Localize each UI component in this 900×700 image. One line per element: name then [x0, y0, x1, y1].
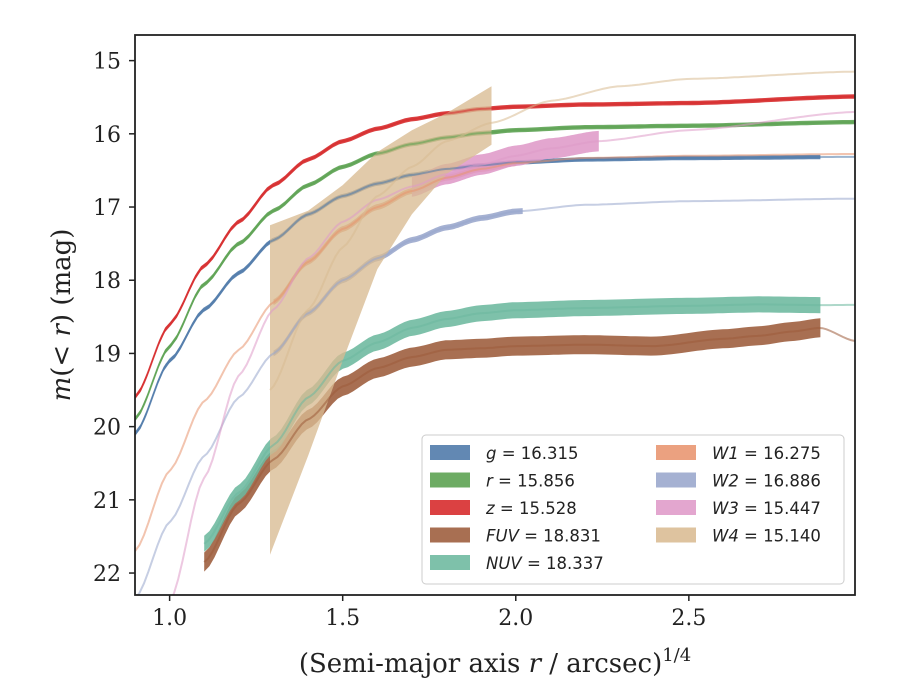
legend-swatch: [656, 500, 696, 515]
legend-label: NUV = 18.337: [486, 554, 604, 573]
x-tick-label: 2.5: [671, 606, 706, 631]
legend-item-W4: W4 = 15.140: [656, 527, 821, 546]
profile-band-NUV: [204, 296, 821, 552]
y-tick-label: 19: [93, 342, 121, 367]
legend-swatch: [656, 527, 696, 543]
legend-swatch: [430, 555, 470, 570]
profile-band-W4: [270, 86, 492, 555]
profile-line-W1: [135, 153, 855, 552]
y-tick-label: 15: [93, 50, 121, 75]
legend-item-W3: W3 = 15.447: [656, 499, 821, 518]
legend-swatch: [430, 527, 470, 543]
legend-item-W1: W1 = 16.275: [656, 444, 821, 463]
legend-item-FUV: FUV = 18.831: [430, 527, 601, 546]
profile-line-NUV: [203, 303, 855, 545]
legend-label: W1 = 16.275: [712, 444, 821, 463]
y-axis-ticks: 15 16 17 18 19 20 21 22: [93, 50, 135, 587]
profile-line-FUV: [203, 326, 855, 563]
y-tick-label: 18: [93, 269, 121, 294]
profile-band-FUV: [204, 318, 821, 572]
legend-box: [421, 434, 845, 585]
legend-item-z: z = 15.528: [430, 499, 577, 518]
legend-item-NUV: NUV = 18.337: [430, 554, 604, 573]
plot-frame: [134, 34, 856, 596]
legend-item-W2: W2 = 16.886: [656, 472, 821, 491]
y-tick-label: 16: [93, 123, 121, 148]
legend-label: z = 15.528: [485, 499, 577, 518]
legend-swatch: [656, 445, 696, 460]
y-axis-title: m(< r) (mag): [47, 229, 77, 402]
profile-line-W2: [136, 197, 855, 595]
x-axis-ticks: 1.0 1.5 2.0 2.5: [152, 595, 706, 631]
legend-label: FUV = 18.831: [486, 527, 601, 546]
legend-label: W3 = 15.447: [712, 499, 821, 518]
legend-swatch: [656, 472, 696, 488]
y-tick-label: 20: [93, 416, 121, 441]
y-tick-label: 17: [93, 196, 121, 221]
profile-line-r: [135, 121, 855, 420]
legend-swatch: [430, 445, 470, 460]
legend-label: W4 = 15.140: [712, 527, 821, 546]
series-lines: [135, 70, 855, 595]
profile-line-z: [135, 95, 855, 399]
legend-item-r: r = 15.856: [430, 472, 575, 491]
x-tick-label: 1.5: [325, 606, 360, 631]
y-tick-label: 21: [93, 489, 121, 514]
legend-label: r = 15.856: [486, 472, 575, 491]
profile-line-W4: [269, 70, 855, 391]
legend: g = 16.315 r = 15.856 z = 15.528 FUV = 18.8…: [421, 434, 845, 585]
profile-line-W3: [172, 110, 855, 595]
x-axis-title: (Semi-major axis r / arcsec)1/4: [299, 645, 691, 679]
profile-line-g: [135, 155, 855, 435]
legend-item-g: g = 16.315: [430, 444, 579, 463]
x-tick-label: 2.0: [498, 606, 533, 631]
x-tick-label: 1.0: [152, 606, 187, 631]
legend-swatch: [430, 500, 470, 515]
profile-band-g: [135, 154, 821, 437]
y-tick-label: 22: [93, 562, 121, 587]
legend-label: g = 16.315: [486, 444, 579, 463]
legend-swatch: [430, 472, 470, 488]
legend-label: W2 = 16.886: [712, 472, 821, 491]
